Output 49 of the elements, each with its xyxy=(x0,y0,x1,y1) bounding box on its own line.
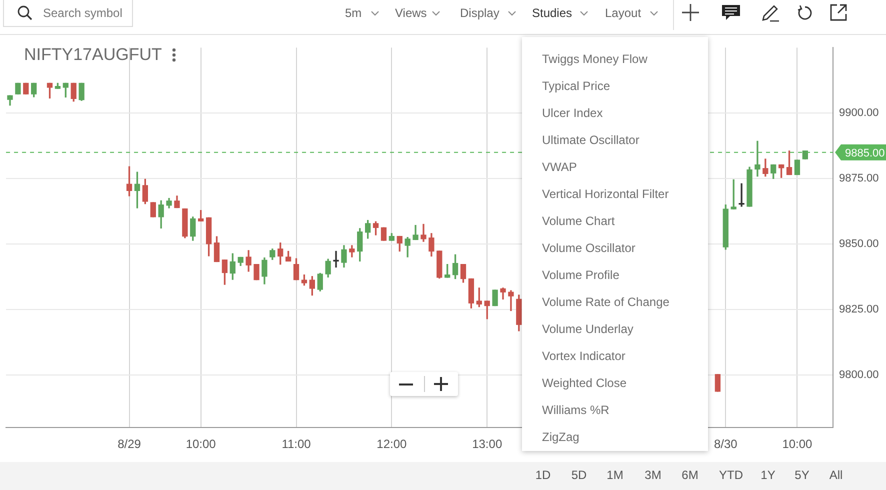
text: 1Y xyxy=(760,467,776,483)
text: Search symbol xyxy=(43,5,122,21)
text: 3M xyxy=(644,467,662,483)
text: Studies xyxy=(532,5,572,21)
annotation: Ulcer Index xyxy=(542,105,603,121)
annotation: Twiggs Money Flow xyxy=(542,51,648,67)
y-tick-label: 9800.00 xyxy=(839,369,879,382)
text: All xyxy=(829,467,843,483)
annotation: Vertical Horizontal Filter xyxy=(542,186,669,202)
candlestick xyxy=(333,250,339,268)
annotation: Volume Underlay xyxy=(542,321,634,337)
text: 5D xyxy=(571,467,587,483)
text: 5m xyxy=(345,5,362,21)
annotation: Volume Oscillator xyxy=(542,240,636,256)
y-tick-label: 9900.00 xyxy=(839,107,879,120)
x-tick-label: 10:00 xyxy=(186,437,216,452)
text: Layout xyxy=(605,5,642,21)
chart-title: NIFTY17AUGFUT xyxy=(24,44,162,66)
text: Views xyxy=(395,5,427,21)
annotation: Volume Chart xyxy=(542,213,615,229)
candlestick xyxy=(754,140,760,177)
ref-line-label: 9885.00 xyxy=(845,147,885,160)
text: 6M xyxy=(682,467,698,483)
x-tick-label: 10:00 xyxy=(782,437,813,452)
text: Display xyxy=(460,5,500,21)
text: YTD xyxy=(719,467,743,483)
x-tick-label: 12:00 xyxy=(376,437,408,452)
x-tick-label: 8/30 xyxy=(714,437,738,452)
x-tick-label: 11:00 xyxy=(282,437,312,452)
candlestick xyxy=(420,224,426,242)
annotation: Williams %R xyxy=(542,402,610,418)
annotation: Typical Price xyxy=(542,78,610,94)
x-tick-label: 8/29 xyxy=(118,437,142,452)
text: ZigZag xyxy=(542,429,580,445)
y-tick-label: 9875.00 xyxy=(839,172,879,185)
text: 5Y xyxy=(794,467,810,483)
annotation: Volume Rate of Change xyxy=(542,294,670,310)
annotation: VWAP xyxy=(542,159,577,175)
annotation: Weighted Close xyxy=(542,375,626,391)
candlestick xyxy=(738,183,744,207)
x-tick-label: 13:00 xyxy=(472,437,502,452)
annotation: Ultimate Oscillator xyxy=(542,132,640,148)
annotation: Vortex Indicator xyxy=(542,348,626,364)
text: 1D xyxy=(535,467,551,483)
annotation: Volume Profile xyxy=(542,267,620,283)
candlestick xyxy=(508,290,514,312)
y-tick-label: 9850.00 xyxy=(839,238,879,250)
y-tick-label: 9825.00 xyxy=(839,304,879,316)
text: 1M xyxy=(606,467,624,483)
